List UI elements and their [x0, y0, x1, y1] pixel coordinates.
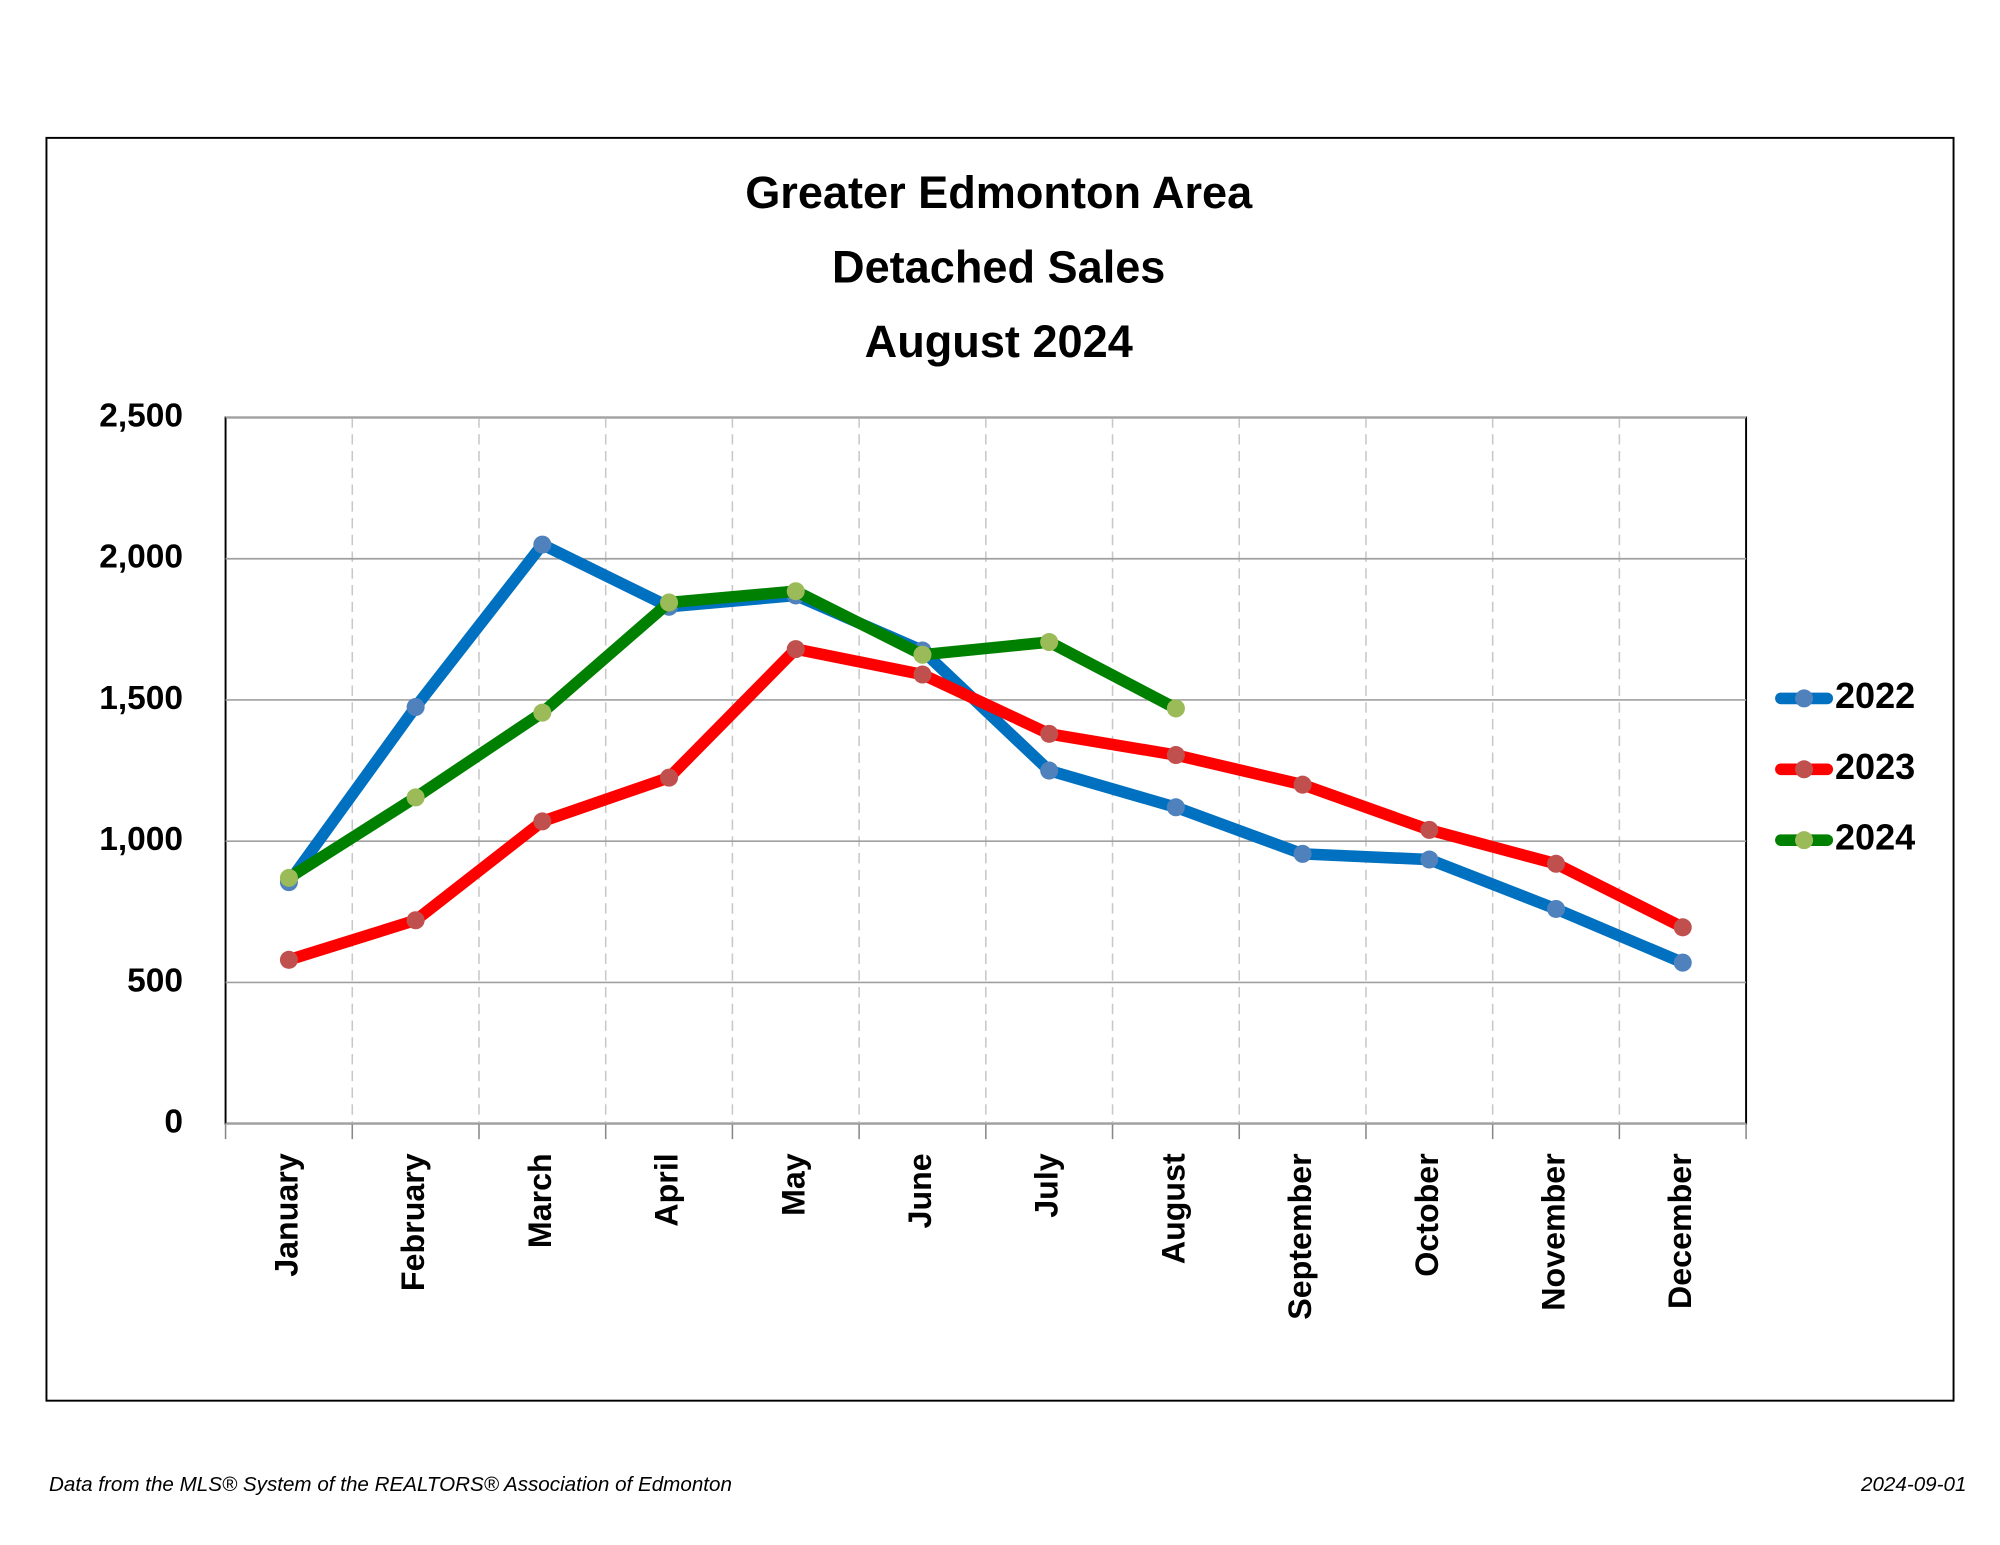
data-point: [660, 593, 679, 612]
legend-marker: [1795, 689, 1814, 708]
data-point: [1040, 724, 1059, 743]
data-point: [406, 911, 425, 930]
data-point: [1673, 918, 1692, 937]
data-point: [1166, 746, 1185, 765]
data-point: [1040, 633, 1059, 652]
y-tick-label: 500: [127, 962, 183, 999]
data-point: [1420, 820, 1439, 839]
data-point: [660, 768, 679, 787]
series-line: [283, 585, 1182, 884]
legend-marker: [1795, 760, 1814, 779]
y-tick-label: 2,000: [99, 539, 183, 576]
data-point: [1166, 798, 1185, 817]
data-point: [913, 645, 932, 664]
x-tick-label: October: [1409, 1153, 1445, 1277]
series-line: [283, 643, 1689, 966]
legend-label: 2024: [1835, 817, 1915, 858]
x-tick-label: August: [1155, 1153, 1191, 1264]
data-point: [279, 868, 298, 887]
source-note: Data from the MLS® System of the REALTOR…: [49, 1473, 732, 1496]
data-point: [533, 812, 552, 831]
x-tick-label: April: [649, 1153, 685, 1226]
data-point: [406, 788, 425, 807]
x-tick-label: March: [522, 1153, 558, 1248]
legend-marker: [1795, 831, 1814, 850]
x-tick-label: December: [1662, 1153, 1698, 1309]
data-point: [533, 535, 552, 554]
data-point: [1546, 899, 1566, 918]
data-point: [1293, 844, 1312, 863]
x-tick-label: July: [1029, 1153, 1065, 1218]
data-point: [786, 582, 805, 601]
data-point: [1166, 699, 1185, 718]
data-point: [786, 640, 805, 659]
date-note: 2024-09-01: [1860, 1473, 1966, 1496]
x-tick-label: September: [1282, 1153, 1318, 1320]
data-point: [279, 950, 298, 969]
chart-title: Greater Edmonton Area: [745, 167, 1253, 218]
data-point: [1673, 953, 1692, 972]
x-tick-label: June: [902, 1153, 938, 1228]
data-point: [1293, 775, 1312, 794]
y-tick-label: 0: [164, 1103, 183, 1140]
data-point: [1040, 761, 1059, 780]
chart-title: August 2024: [865, 316, 1133, 367]
data-point: [533, 703, 552, 722]
chart-title: Detached Sales: [832, 242, 1165, 293]
x-tick-label: January: [268, 1153, 304, 1277]
data-point: [406, 697, 425, 717]
x-tick-label: November: [1536, 1153, 1572, 1311]
data-point: [1420, 850, 1439, 869]
y-tick-label: 2,500: [99, 397, 183, 434]
x-tick-label: February: [395, 1153, 431, 1291]
data-point: [1546, 854, 1566, 873]
x-tick-label: May: [775, 1153, 811, 1216]
y-tick-label: 1,000: [99, 821, 183, 858]
y-tick-label: 1,500: [99, 680, 183, 717]
legend-label: 2022: [1835, 675, 1915, 716]
data-point: [913, 665, 932, 684]
legend-label: 2023: [1835, 746, 1915, 787]
